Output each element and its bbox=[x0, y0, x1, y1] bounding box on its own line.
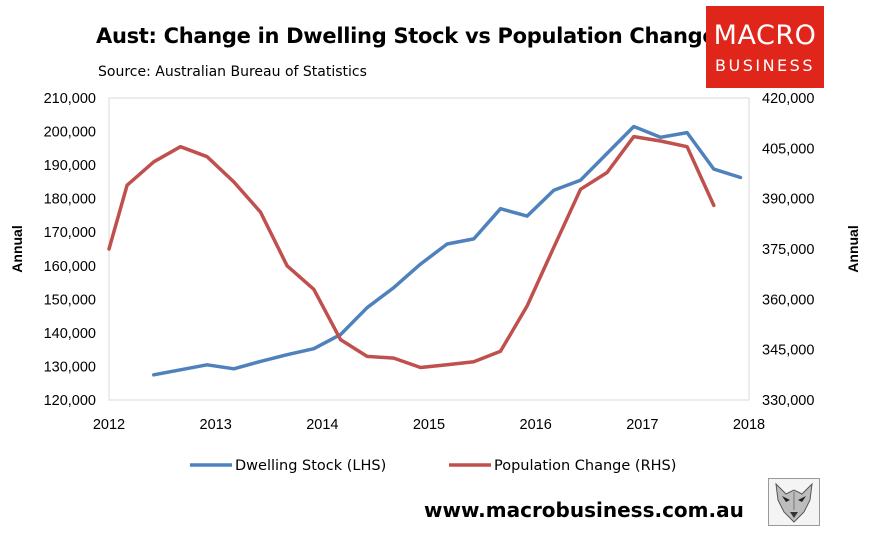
right-y-tick-label: 420,000 bbox=[762, 91, 814, 107]
plot-area-border bbox=[108, 97, 750, 401]
chart-source: Source: Australian Bureau of Statistics bbox=[98, 64, 367, 80]
left-y-tick-label: 160,000 bbox=[44, 259, 96, 275]
x-tick-label: 2012 bbox=[93, 417, 125, 433]
chart-title: Aust: Change in Dwelling Stock vs Popula… bbox=[96, 24, 717, 48]
left-axis-label: Annual bbox=[9, 225, 25, 272]
right-y-tick-label: 345,000 bbox=[762, 343, 814, 359]
left-y-tick-label: 150,000 bbox=[44, 292, 96, 308]
left-y-tick-label: 170,000 bbox=[44, 225, 96, 241]
right-y-tick-label: 375,000 bbox=[762, 242, 814, 258]
x-axis-ticks: 2012 2013 2014 2015 2016 2017 2018 bbox=[93, 417, 765, 433]
wolf-mascot-icon bbox=[768, 478, 820, 526]
population-change-line bbox=[107, 134, 716, 370]
left-y-tick-label: 200,000 bbox=[44, 125, 96, 141]
left-y-tick-label: 130,000 bbox=[44, 359, 96, 375]
left-y-axis-ticks: 120,000 130,000 140,000 150,000 160,000 170,0… bbox=[44, 91, 96, 409]
logo-line-2: BUSINESS bbox=[715, 56, 815, 75]
right-y-tick-label: 405,000 bbox=[762, 141, 814, 157]
macrobusiness-logo[interactable]: MACRO BUSINESS bbox=[706, 6, 824, 88]
left-y-tick-label: 180,000 bbox=[44, 192, 96, 208]
right-y-tick-label: 360,000 bbox=[762, 292, 814, 308]
legend: Dwelling Stock (LHS) Population Change (… bbox=[190, 458, 676, 474]
website-link[interactable]: www.macrobusiness.com.au bbox=[424, 498, 744, 522]
dwelling-stock-line bbox=[152, 124, 743, 377]
left-y-tick-label: 210,000 bbox=[44, 91, 96, 107]
left-y-tick-label: 190,000 bbox=[44, 158, 96, 174]
left-y-tick-label: 120,000 bbox=[44, 393, 96, 409]
logo-line-1: MACRO bbox=[713, 20, 817, 51]
right-y-axis-ticks: 330,000 345,000 360,000 375,000 390,000 405,0… bbox=[762, 91, 814, 409]
x-tick-label: 2016 bbox=[520, 417, 552, 433]
series-lines bbox=[107, 124, 743, 377]
left-y-tick-label: 140,000 bbox=[44, 326, 96, 342]
right-axis-label: Annual bbox=[845, 225, 861, 272]
legend-label-dwelling: Dwelling Stock (LHS) bbox=[235, 458, 386, 474]
legend-label-population: Population Change (RHS) bbox=[494, 458, 676, 474]
right-y-tick-label: 390,000 bbox=[762, 192, 814, 208]
x-tick-label: 2018 bbox=[733, 417, 765, 433]
x-tick-label: 2017 bbox=[626, 417, 658, 433]
x-tick-label: 2013 bbox=[200, 417, 232, 433]
right-y-tick-label: 330,000 bbox=[762, 393, 814, 409]
x-tick-label: 2014 bbox=[306, 417, 338, 433]
x-tick-label: 2015 bbox=[413, 417, 445, 433]
